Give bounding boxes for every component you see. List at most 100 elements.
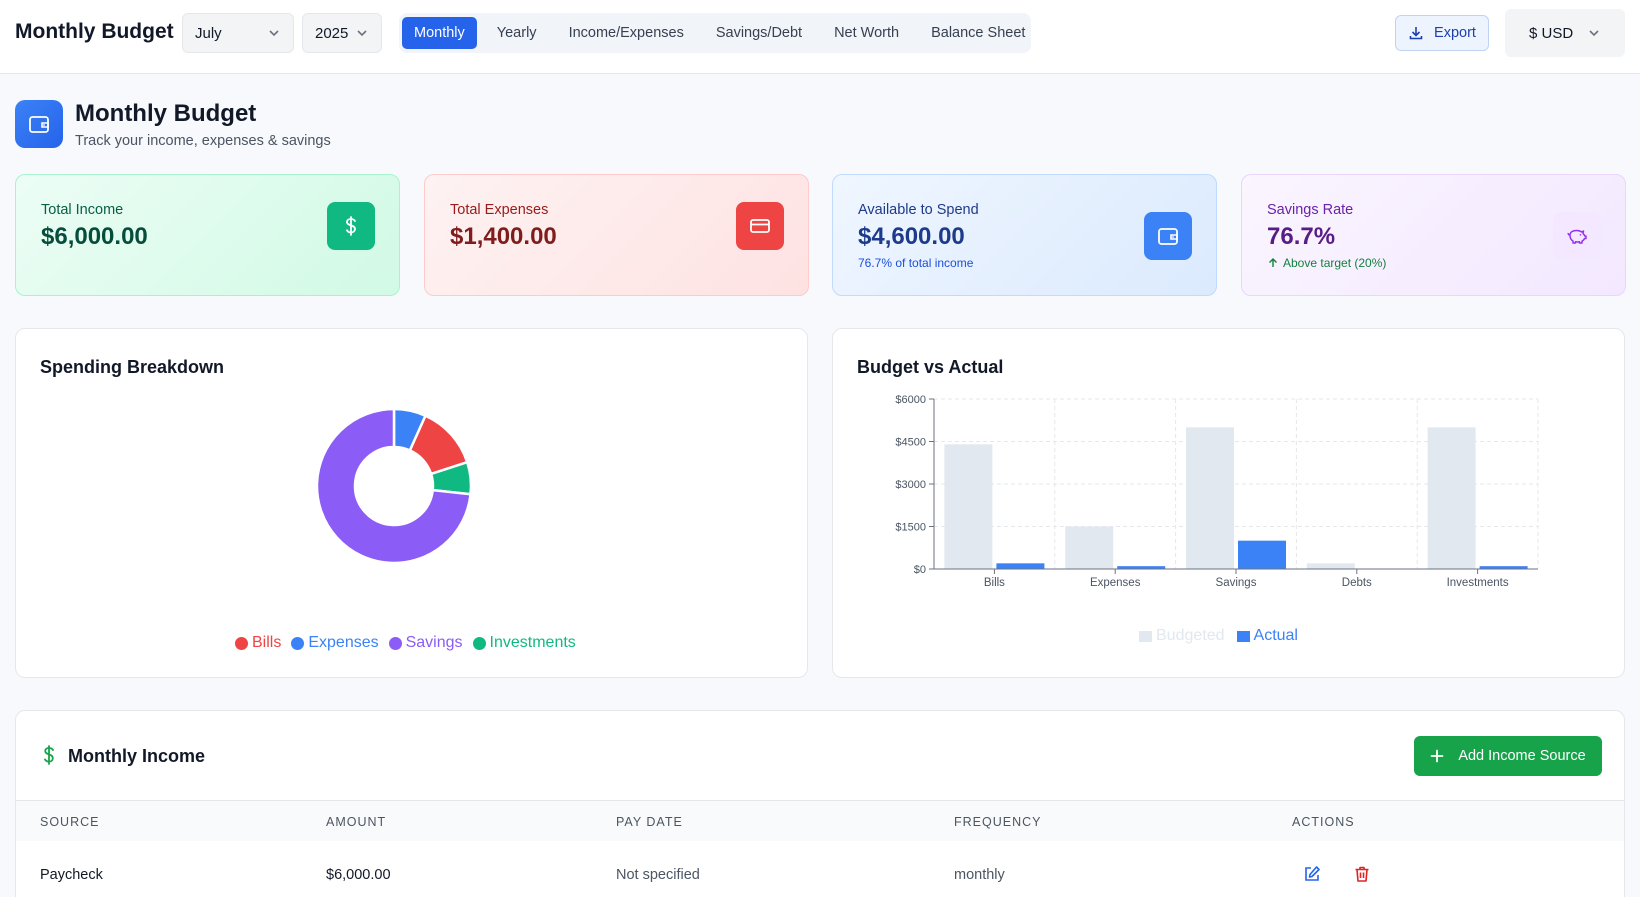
trash-icon[interactable]	[1352, 864, 1372, 884]
legend-swatch	[388, 636, 402, 650]
spending-donut-chart	[315, 407, 473, 565]
income-amount: $6,000.00	[326, 867, 391, 883]
piggy-bank-icon	[1567, 229, 1587, 244]
legend-item-bills[interactable]: Bills	[235, 634, 281, 652]
year-select[interactable]: 2025	[302, 13, 382, 53]
spending-breakdown-title: Spending Breakdown	[40, 357, 225, 377]
column-header-pay-date: PAY DATE	[616, 815, 683, 829]
tab-savings-debt[interactable]: Savings/Debt	[715, 25, 803, 41]
bar-actual-expenses[interactable]	[1117, 566, 1166, 569]
stat-value: $4,600.00	[858, 223, 965, 250]
spending-legend: Bills Expenses Savings Investments	[235, 634, 576, 652]
income-source: Paycheck	[40, 867, 103, 883]
legend-item-expenses[interactable]: Expenses	[291, 634, 379, 652]
budget-legend: Budgeted Actual	[1139, 627, 1298, 645]
plus-icon	[1430, 749, 1444, 763]
y-tick-label: $1500	[895, 522, 926, 534]
month-select[interactable]: July	[182, 13, 294, 53]
tab-balance-sheet[interactable]: Balance Sheet	[931, 25, 1026, 41]
app-title: Monthly Budget	[15, 20, 174, 43]
income-table-header: SOURCE AMOUNT PAY DATE FREQUENCY ACTIONS	[16, 800, 1624, 841]
y-tick-label: $3000	[895, 479, 926, 491]
monthly-income-panel: Monthly Income Add Income Source SOURCE …	[15, 710, 1625, 897]
wallet-icon	[1158, 228, 1178, 245]
donut-slice-savings[interactable]	[315, 407, 472, 565]
legend-swatch	[291, 636, 305, 650]
stat-label: Savings Rate	[1267, 202, 1354, 218]
savings-rate-card: Savings Rate 76.7% Above target (20%)	[1241, 174, 1626, 296]
tab-monthly[interactable]: Monthly	[402, 17, 477, 49]
x-tick-label: Bills	[984, 577, 1005, 589]
tab-net-worth[interactable]: Net Worth	[834, 25, 900, 41]
bar-actual-bills[interactable]	[996, 563, 1045, 569]
legend-label: Savings	[405, 634, 463, 651]
bar-budgeted-debts[interactable]	[1306, 563, 1355, 569]
stat-note: Above target (20%)	[1267, 256, 1386, 270]
currency-value: $ USD	[1529, 24, 1574, 42]
total-income-card: Total Income $6,000.00	[15, 174, 400, 296]
x-tick-label: Savings	[1216, 577, 1257, 589]
legend-swatch	[1236, 630, 1250, 642]
top-bar: Monthly Budget July 2025 Monthly Yearly …	[0, 0, 1640, 74]
chevron-down-icon	[269, 30, 279, 37]
y-tick-label: $6000	[895, 394, 926, 406]
bar-budgeted-expenses[interactable]	[1065, 526, 1114, 570]
chevron-down-icon	[357, 30, 367, 37]
budget-vs-actual-panel: Budget vs Actual $0 $1500 $3000 $4500 $6000 B…	[832, 328, 1625, 678]
legend-swatch	[1139, 630, 1152, 642]
view-tabs: Monthly Yearly Income/Expenses Savings/D…	[399, 13, 1031, 53]
column-header-frequency: FREQUENCY	[954, 815, 1042, 829]
chevron-down-icon	[1589, 30, 1599, 37]
monthly-income-title: Monthly Income	[68, 746, 206, 766]
stat-label: Total Income	[41, 202, 124, 218]
currency-select[interactable]: $ USD	[1505, 9, 1625, 57]
arrow-up-icon	[1269, 258, 1277, 267]
y-tick-label: $0	[914, 564, 926, 576]
stat-note-text: 76.7% of total income	[858, 256, 974, 270]
page-subtitle: Track your income, expenses & savings	[75, 133, 331, 149]
bar-budgeted-investments[interactable]	[1427, 427, 1476, 569]
bar-budgeted-bills[interactable]	[944, 444, 993, 569]
stat-note: 76.7% of total income	[858, 256, 973, 270]
legend-item-actual[interactable]: Actual	[1236, 627, 1298, 645]
legend-item-budgeted[interactable]: Budgeted	[1139, 627, 1225, 645]
legend-label: Expenses	[308, 634, 379, 651]
bar-budgeted-savings[interactable]	[1186, 427, 1234, 569]
add-income-source-button[interactable]: Add Income Source	[1414, 736, 1602, 776]
month-select-value: July	[195, 24, 222, 42]
available-to-spend-card: Available to Spend $4,600.00 76.7% of to…	[832, 174, 1217, 296]
bar-actual-savings[interactable]	[1238, 540, 1286, 569]
stat-value: $6,000.00	[41, 223, 148, 250]
export-button[interactable]: Export	[1395, 15, 1489, 51]
legend-item-investments[interactable]: Investments	[472, 634, 576, 652]
legend-label: Bills	[252, 634, 282, 651]
total-expenses-card: Total Expenses $1,400.00	[424, 174, 809, 296]
legend-swatch	[235, 636, 248, 650]
legend-item-savings[interactable]: Savings	[388, 634, 463, 652]
bar-actual-investments[interactable]	[1479, 566, 1528, 569]
stat-icon	[327, 202, 375, 250]
page-title: Monthly Budget	[75, 100, 257, 127]
year-select-value: 2025	[315, 24, 349, 42]
column-header-amount: AMOUNT	[326, 815, 387, 829]
tab-yearly[interactable]: Yearly	[496, 25, 537, 41]
stat-value: 76.7%	[1267, 223, 1336, 250]
income-pay-date: Not specified	[616, 867, 700, 883]
spending-breakdown-panel: Spending Breakdown Bills Expenses Saving…	[15, 328, 808, 678]
x-tick-label: Investments	[1447, 577, 1509, 589]
wallet-icon	[29, 116, 49, 133]
legend-label: Budgeted	[1156, 627, 1225, 644]
y-tick-label: $4500	[895, 437, 926, 449]
legend-label: Actual	[1253, 627, 1298, 644]
export-label: Export	[1434, 25, 1476, 41]
column-header-actions: ACTIONS	[1292, 815, 1355, 829]
legend-swatch	[472, 636, 486, 650]
download-icon	[1409, 27, 1423, 40]
budget-vs-actual-title: Budget vs Actual	[857, 357, 1004, 377]
income-frequency: monthly	[954, 867, 1005, 883]
tab-income-expenses[interactable]: Income/Expenses	[568, 25, 684, 41]
edit-icon[interactable]	[1302, 864, 1322, 884]
stat-icon	[1553, 212, 1601, 260]
dollar-icon	[346, 216, 356, 236]
legend-label: Investments	[489, 634, 576, 651]
